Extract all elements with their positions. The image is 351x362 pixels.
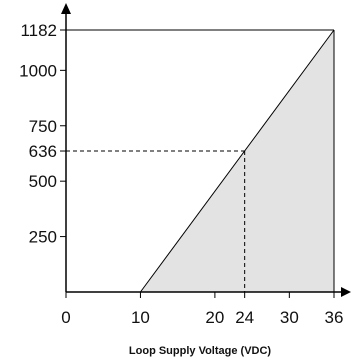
x-tick-label: 30 [280,308,299,327]
x-axis-title: Loop Supply Voltage (VDC) [129,345,272,357]
y-tick-label: 500 [29,172,57,191]
series-line [140,29,335,293]
x-tick-label: 24 [235,308,254,327]
x-axis-arrow [341,287,351,297]
y-tick-label: 250 [29,228,57,247]
y-tick-label: 1000 [19,61,57,80]
y-tick-label: 636 [29,142,57,161]
y-axis-arrow [61,3,71,14]
x-tick-label: 36 [325,308,344,327]
x-tick-label: 0 [61,308,70,327]
x-tick-label: 20 [205,308,224,327]
x-tick-label: 10 [131,308,150,327]
y-tick-label: 1182 [20,21,57,40]
y-tick-label: 750 [29,117,57,136]
